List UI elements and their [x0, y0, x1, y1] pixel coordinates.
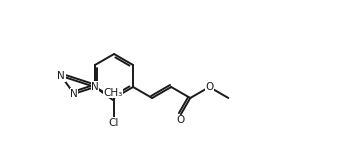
Text: O: O — [177, 115, 185, 125]
Text: O: O — [205, 82, 214, 92]
Text: CH₃: CH₃ — [103, 88, 122, 98]
Text: N: N — [91, 82, 99, 92]
Text: Cl: Cl — [109, 118, 119, 128]
Text: N: N — [57, 71, 65, 81]
Text: N: N — [70, 89, 78, 99]
